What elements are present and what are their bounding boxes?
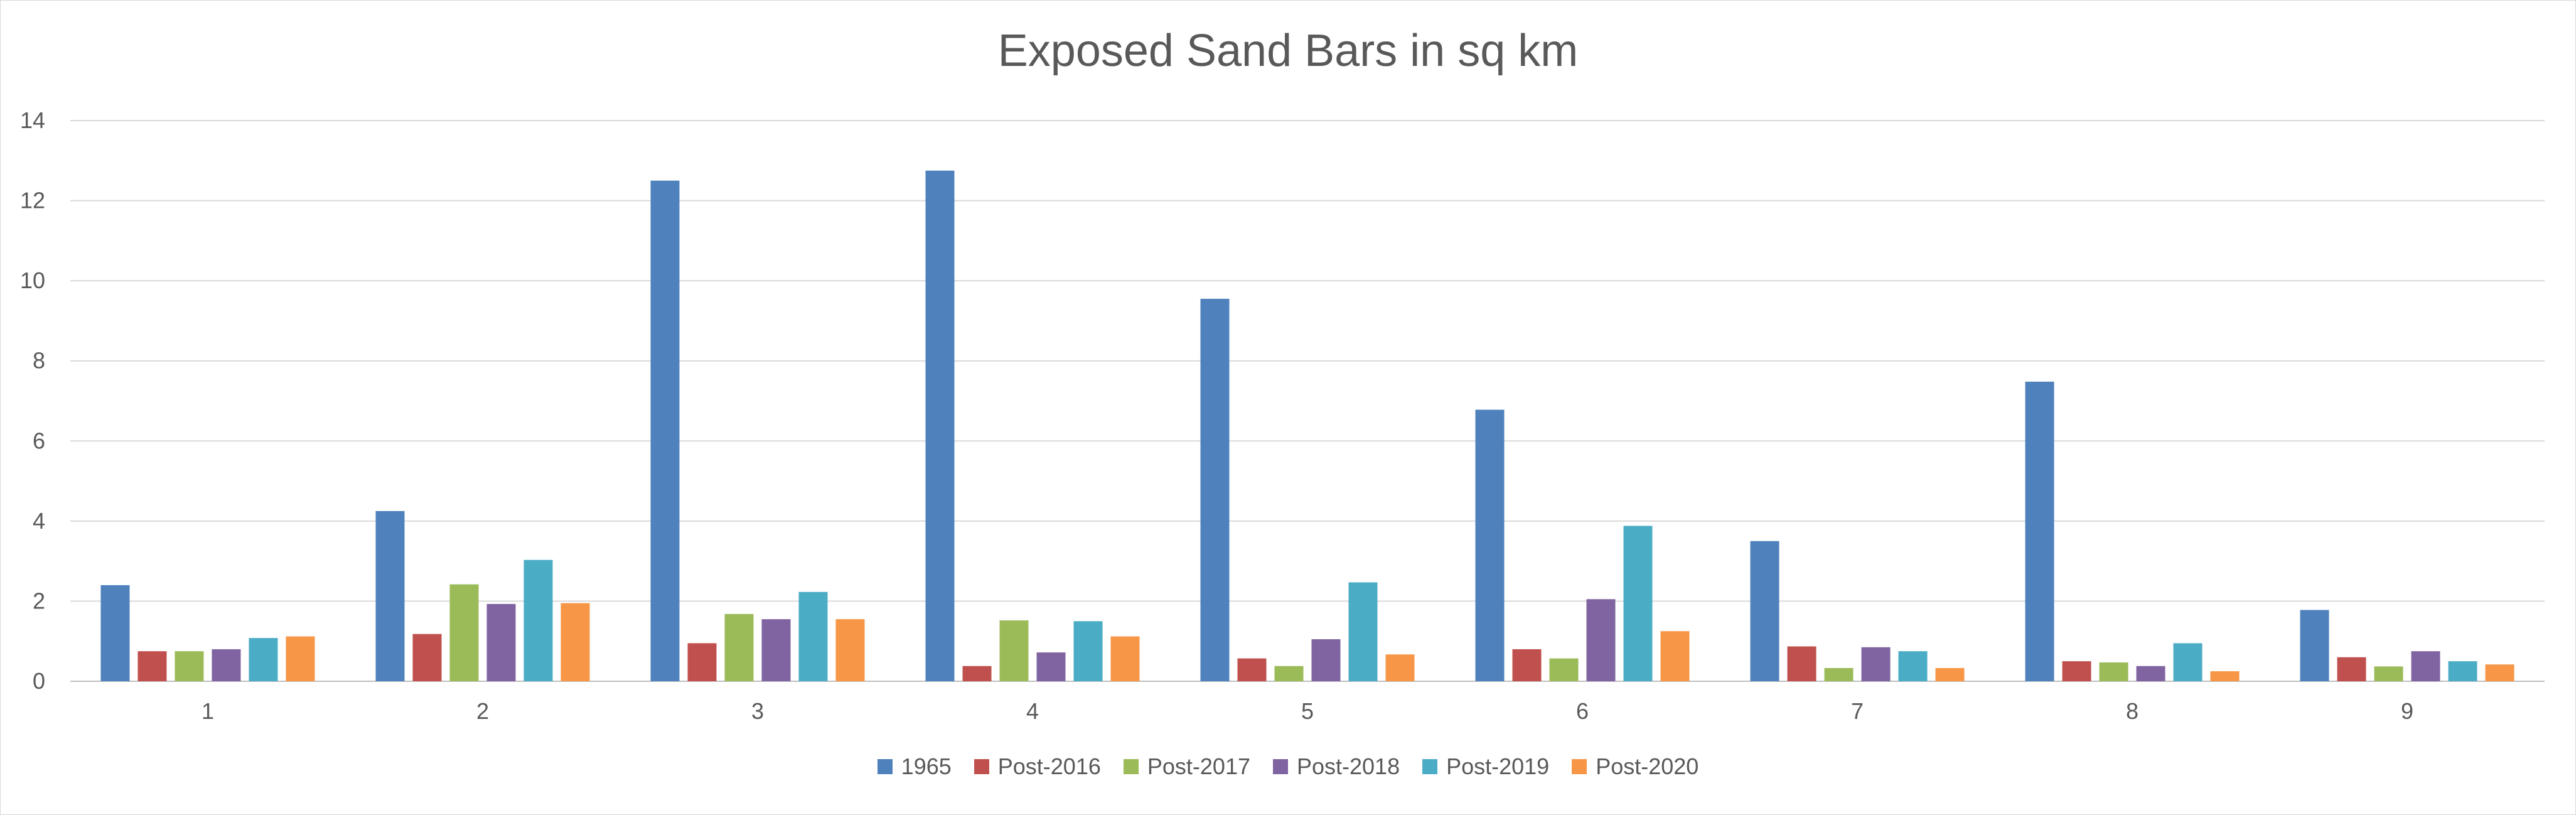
- x-tick-label: 3: [751, 698, 764, 724]
- bar: [925, 170, 955, 681]
- bar: [835, 619, 865, 681]
- bar: [1623, 526, 1653, 681]
- bar: [375, 510, 405, 681]
- legend-swatch: [1123, 759, 1139, 774]
- y-tick-label: 14: [20, 107, 45, 133]
- bar: [1935, 667, 1965, 681]
- bar: [174, 651, 204, 681]
- bar: [1110, 636, 1140, 681]
- y-tick-label: 8: [33, 348, 45, 374]
- bar: [1475, 409, 1505, 681]
- bar: [2337, 657, 2366, 681]
- legend-swatch: [1272, 759, 1288, 774]
- bar: [1586, 599, 1616, 681]
- bar: [1036, 652, 1066, 681]
- legend-item: Post-2019: [1422, 753, 1549, 780]
- bar: [1787, 646, 1817, 681]
- y-tick-label: 4: [33, 508, 45, 534]
- bar: [999, 620, 1029, 681]
- bar: [1073, 621, 1103, 681]
- bar: [449, 584, 479, 681]
- bar: [761, 619, 791, 681]
- legend-item: Post-2017: [1123, 753, 1250, 780]
- chart-title: Exposed Sand Bars in sq km: [997, 26, 1579, 76]
- bar: [1750, 541, 1779, 681]
- legend-swatch: [974, 759, 989, 774]
- bar: [1549, 658, 1579, 681]
- x-tick-label: 8: [2126, 698, 2139, 724]
- legend-label: Post-2018: [1296, 753, 1400, 779]
- y-tick-label: 0: [33, 668, 45, 694]
- bar: [1274, 666, 1304, 681]
- bar: [962, 666, 992, 681]
- legend-item: Post-2018: [1272, 753, 1400, 780]
- legend-label: Post-2020: [1596, 753, 1699, 779]
- x-tick-label: 7: [1851, 698, 1864, 724]
- y-tick-label: 12: [20, 188, 45, 213]
- legend-item: 1965: [877, 753, 952, 780]
- legend-label: Post-2019: [1446, 753, 1550, 779]
- legend-label: Post-2016: [997, 753, 1101, 779]
- y-tick-label: 2: [33, 588, 45, 613]
- x-tick-label: 9: [2401, 698, 2413, 724]
- bar: [561, 603, 590, 681]
- bar: [2099, 662, 2128, 681]
- bar: [1237, 658, 1267, 681]
- x-tick-label: 1: [201, 698, 214, 724]
- bar: [412, 634, 442, 681]
- chart-legend: 1965 Post-2016 Post-2017 Post-2018 Post-2019…: [0, 753, 2576, 780]
- y-tick-label: 10: [20, 267, 45, 293]
- legend-label: Post-2017: [1147, 753, 1250, 779]
- bar: [1660, 631, 1690, 681]
- legend-item: Post-2016: [974, 753, 1101, 780]
- bar: [2025, 381, 2054, 681]
- bar: [724, 613, 754, 681]
- bar: [1861, 647, 1891, 681]
- bar: [2173, 643, 2203, 681]
- bar: [2485, 664, 2514, 681]
- bar: [1385, 654, 1415, 681]
- y-tick-label: 6: [33, 428, 45, 453]
- bar: [798, 591, 828, 681]
- bar: [1200, 298, 1230, 681]
- legend-swatch: [877, 759, 893, 774]
- x-tick-label: 4: [1026, 698, 1039, 724]
- bar: [1512, 649, 1542, 681]
- bar: [1898, 651, 1928, 681]
- bar: [486, 603, 516, 681]
- bar: [2411, 651, 2440, 681]
- bar: [2300, 610, 2329, 681]
- bar: [687, 643, 717, 681]
- bar: [137, 651, 167, 681]
- legend-swatch: [1422, 759, 1438, 774]
- bar: [2448, 661, 2477, 681]
- bar: [523, 559, 553, 681]
- x-tick-label: 5: [1301, 698, 1314, 724]
- bar: [650, 180, 680, 681]
- legend-label: 1965: [901, 753, 952, 779]
- bar: [212, 649, 241, 681]
- bar: [1311, 639, 1341, 681]
- x-tick-label: 6: [1576, 698, 1589, 724]
- bar: [1824, 667, 1854, 681]
- bar: [1348, 582, 1378, 681]
- bar: [2210, 671, 2240, 681]
- bar: [249, 638, 278, 681]
- bar: [2136, 666, 2165, 681]
- x-tick-label: 2: [476, 698, 489, 724]
- bar: [2374, 666, 2403, 681]
- bar: [100, 585, 130, 681]
- legend-swatch: [1572, 759, 1587, 774]
- bar: [286, 636, 315, 681]
- legend-item: Post-2020: [1572, 753, 1699, 780]
- bar: [2062, 661, 2091, 681]
